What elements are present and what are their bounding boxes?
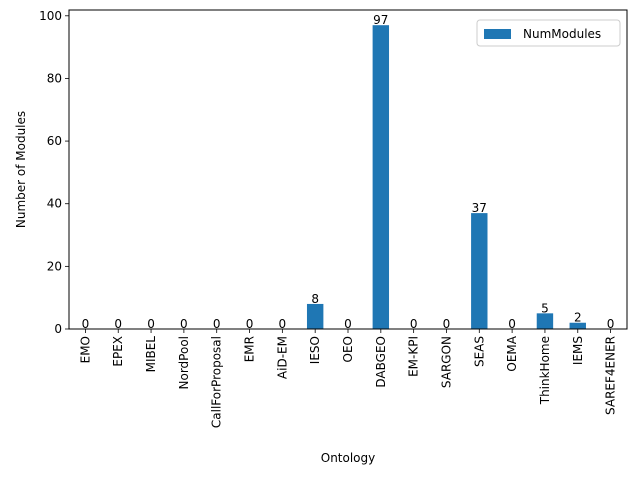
bars-group <box>306 25 586 329</box>
x-tick-label: MIBEL <box>144 336 158 373</box>
legend-label: NumModules <box>523 27 601 41</box>
y-tick-label: 100 <box>39 9 62 23</box>
x-tick-label: AiD-EM <box>275 336 289 379</box>
x-axis-ticks: EMO EPEX MIBEL NordPool CallForProposal EMR Ai… <box>78 329 618 428</box>
x-tick-label: NordPool <box>177 336 191 389</box>
x-tick-label: ThinkHome <box>538 336 552 405</box>
bar-value-label: 0 <box>114 317 122 331</box>
y-tick-label: 80 <box>47 71 62 85</box>
legend: NumModules <box>476 19 621 47</box>
bar-value-label: 0 <box>279 317 287 331</box>
bar-value-label: 0 <box>180 317 188 331</box>
bar-value-label: 0 <box>147 317 155 331</box>
x-tick-label: CallForProposal <box>210 336 224 428</box>
bar-ieso <box>306 303 324 329</box>
bar-value-label: 0 <box>344 317 352 331</box>
bar-value-label: 37 <box>472 201 487 215</box>
bar-value-label: 0 <box>443 317 451 331</box>
bar-value-label: 8 <box>311 292 319 306</box>
x-tick-label: OEMA <box>505 335 519 371</box>
bar-value-label: 0 <box>246 317 254 331</box>
x-tick-label: SEAS <box>472 336 486 367</box>
y-tick-label: 60 <box>47 134 62 148</box>
x-tick-label: EMR <box>243 336 257 362</box>
plot-frame <box>68 9 628 330</box>
legend-box <box>476 19 621 47</box>
bar-value-label: 0 <box>410 317 418 331</box>
x-tick-label: IESO <box>308 336 322 364</box>
x-axis-title: Ontology <box>321 451 376 465</box>
bar-thinkhome <box>536 313 554 329</box>
y-tick-label: 20 <box>47 259 62 273</box>
x-tick-label: OEO <box>341 336 355 362</box>
bar-value-label: 0 <box>82 317 90 331</box>
y-tick-label: 0 <box>54 322 62 336</box>
y-axis-title: Number of Modules <box>14 111 28 228</box>
bar-seas <box>471 213 488 329</box>
bar-iems <box>569 322 586 329</box>
legend-swatch <box>484 29 511 39</box>
x-tick-label: EM-KPI <box>407 336 421 377</box>
bar-value-label: 2 <box>574 311 582 325</box>
y-axis-ticks: 0 20 40 60 80 100 <box>39 9 69 336</box>
x-tick-label: EMO <box>78 336 92 363</box>
bar-value-label: 0 <box>508 317 516 331</box>
x-tick-label: IEMS <box>571 336 585 365</box>
bar-value-label: 97 <box>373 13 388 27</box>
x-tick-label: SARGON <box>439 336 453 388</box>
bar-labels-group: 0 0 0 0 0 0 0 8 0 97 0 0 37 0 5 2 0 <box>82 13 615 331</box>
bar-value-label: 0 <box>607 317 615 331</box>
bar-dabgeo <box>372 25 390 329</box>
bar-value-label: 5 <box>541 301 549 315</box>
bar-value-label: 0 <box>213 317 221 331</box>
y-tick-label: 40 <box>47 197 62 211</box>
x-tick-label: EPEX <box>111 336 125 367</box>
x-tick-label: SAREF4ENER <box>604 336 618 415</box>
x-tick-label: DABGEO <box>374 336 388 388</box>
